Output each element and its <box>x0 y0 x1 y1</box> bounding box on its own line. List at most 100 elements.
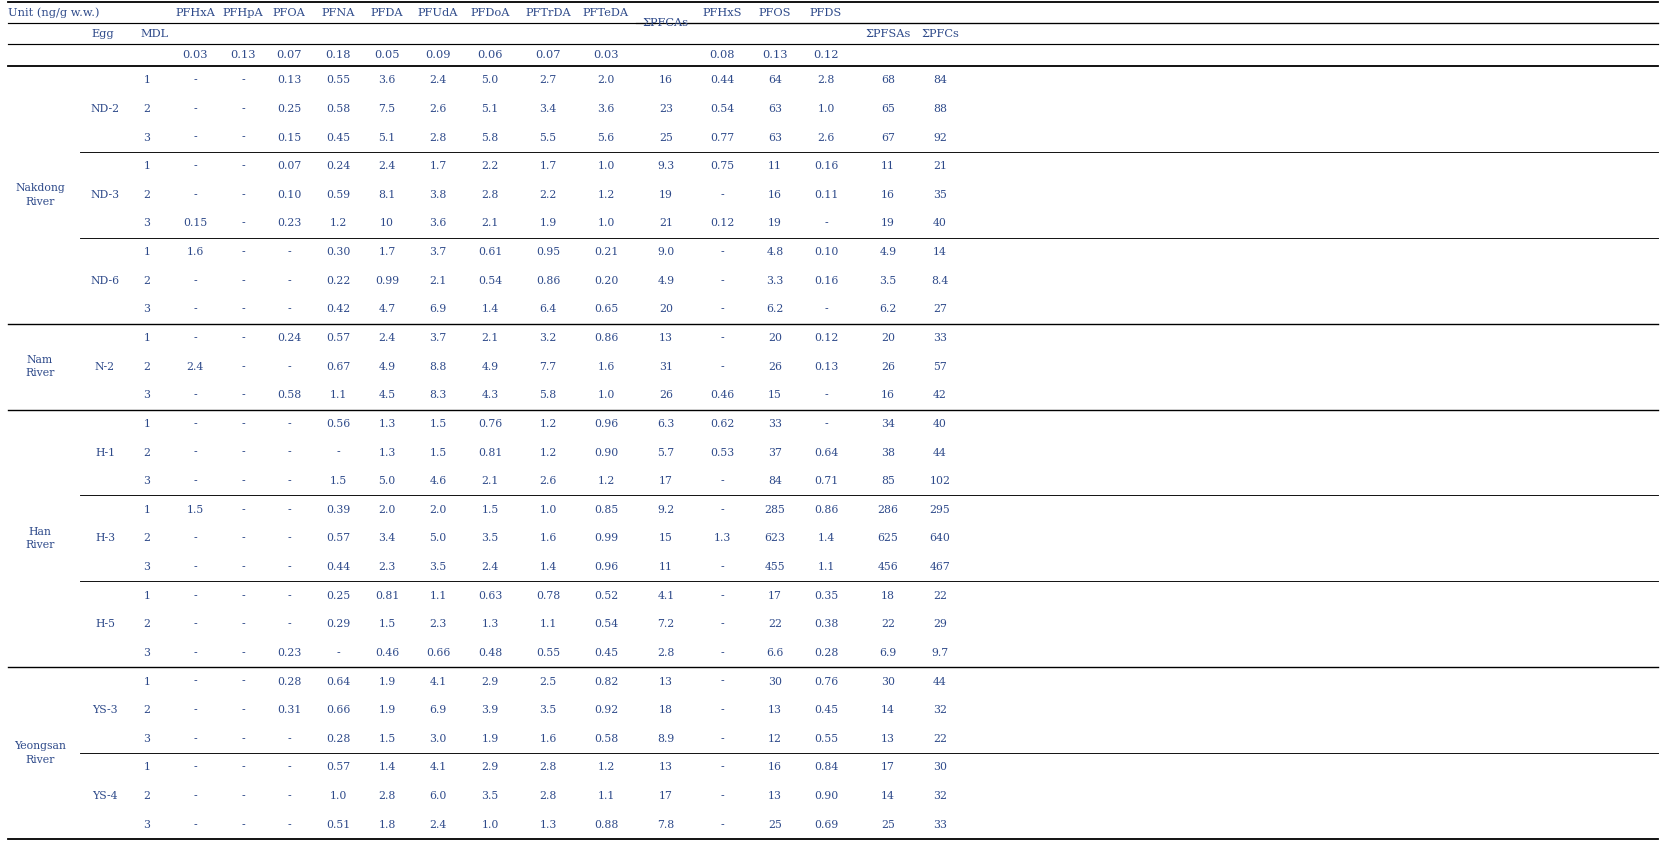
Text: 2.1: 2.1 <box>430 276 446 286</box>
Text: 1.2: 1.2 <box>598 762 615 773</box>
Text: 0.96: 0.96 <box>593 562 618 572</box>
Text: 30: 30 <box>933 762 946 773</box>
Text: 2.3: 2.3 <box>378 562 397 572</box>
Text: 17: 17 <box>660 476 673 486</box>
Text: 0.86: 0.86 <box>593 333 618 343</box>
Text: 2: 2 <box>143 533 150 543</box>
Text: 1: 1 <box>143 247 150 257</box>
Text: 3.2: 3.2 <box>540 333 556 343</box>
Text: 0.20: 0.20 <box>593 276 618 286</box>
Text: 5.6: 5.6 <box>598 132 615 143</box>
Text: -: - <box>337 447 340 458</box>
Text: -: - <box>242 76 245 85</box>
Text: 0.59: 0.59 <box>327 190 350 200</box>
Text: 14: 14 <box>933 247 946 257</box>
Text: 4.6: 4.6 <box>430 476 446 486</box>
Text: -: - <box>720 591 723 600</box>
Text: 0.08: 0.08 <box>710 50 735 60</box>
Text: 0.75: 0.75 <box>710 161 735 171</box>
Text: -: - <box>825 218 828 228</box>
Text: 21: 21 <box>660 218 673 228</box>
Text: 2.4: 2.4 <box>187 362 203 372</box>
Text: 0.77: 0.77 <box>710 132 735 143</box>
Text: 6.4: 6.4 <box>540 304 556 314</box>
Text: 1.4: 1.4 <box>481 304 498 314</box>
Text: -: - <box>242 505 245 514</box>
Text: -: - <box>242 247 245 257</box>
Text: 3: 3 <box>143 476 150 486</box>
Text: 92: 92 <box>933 132 946 143</box>
Text: 1.3: 1.3 <box>713 533 731 543</box>
Text: 22: 22 <box>933 591 946 600</box>
Text: 3.0: 3.0 <box>430 734 446 744</box>
Text: 16: 16 <box>768 190 781 200</box>
Text: -: - <box>242 619 245 629</box>
Text: 1.3: 1.3 <box>378 447 397 458</box>
Text: 0.71: 0.71 <box>815 476 838 486</box>
Text: 67: 67 <box>881 132 895 143</box>
Text: 0.61: 0.61 <box>478 247 501 257</box>
Text: 6.9: 6.9 <box>430 304 446 314</box>
Text: -: - <box>242 333 245 343</box>
Text: 0.30: 0.30 <box>327 247 350 257</box>
Text: 1.0: 1.0 <box>330 791 347 801</box>
Text: 17: 17 <box>768 591 781 600</box>
Text: 5.0: 5.0 <box>481 76 498 85</box>
Text: 285: 285 <box>765 505 785 514</box>
Text: -: - <box>193 734 197 744</box>
Text: 3.3: 3.3 <box>766 276 783 286</box>
Text: 11: 11 <box>881 161 895 171</box>
Text: 0.86: 0.86 <box>536 276 560 286</box>
Text: 1: 1 <box>143 419 150 429</box>
Text: PFTrDA: PFTrDA <box>525 8 571 18</box>
Text: -: - <box>193 591 197 600</box>
Text: -: - <box>720 333 723 343</box>
Text: 0.81: 0.81 <box>375 591 400 600</box>
Text: -: - <box>242 218 245 228</box>
Text: 0.55: 0.55 <box>815 734 838 744</box>
Text: 1.5: 1.5 <box>481 505 498 514</box>
Text: -: - <box>193 648 197 658</box>
Text: 0.56: 0.56 <box>327 419 350 429</box>
Text: PFHxA: PFHxA <box>175 8 215 18</box>
Text: 37: 37 <box>768 447 781 458</box>
Text: -: - <box>242 362 245 372</box>
Text: 6.3: 6.3 <box>658 419 675 429</box>
Text: 0.10: 0.10 <box>277 190 302 200</box>
Text: -: - <box>287 819 292 829</box>
Text: PFNA: PFNA <box>322 8 355 18</box>
Text: 14: 14 <box>881 706 895 715</box>
Text: Egg: Egg <box>92 29 115 39</box>
Text: 2.1: 2.1 <box>481 476 498 486</box>
Text: 0.28: 0.28 <box>277 677 302 687</box>
Text: 0.64: 0.64 <box>327 677 350 687</box>
Text: 0.84: 0.84 <box>815 762 838 773</box>
Text: 3.6: 3.6 <box>430 218 446 228</box>
Text: 0.22: 0.22 <box>327 276 350 286</box>
Text: 18: 18 <box>881 591 895 600</box>
Text: -: - <box>720 247 723 257</box>
Text: 0.65: 0.65 <box>593 304 618 314</box>
Text: 0.45: 0.45 <box>595 648 618 658</box>
Text: -: - <box>242 677 245 687</box>
Text: 16: 16 <box>660 76 673 85</box>
Text: 2: 2 <box>143 190 150 200</box>
Text: -: - <box>193 677 197 687</box>
Text: 0.11: 0.11 <box>813 190 838 200</box>
Text: -: - <box>287 447 292 458</box>
Text: 0.23: 0.23 <box>277 218 302 228</box>
Text: 0.55: 0.55 <box>536 648 560 658</box>
Text: -: - <box>242 791 245 801</box>
Text: 625: 625 <box>878 533 898 543</box>
Text: 20: 20 <box>660 304 673 314</box>
Text: 1.1: 1.1 <box>540 619 556 629</box>
Text: 26: 26 <box>660 391 673 400</box>
Text: -: - <box>242 104 245 114</box>
Text: 23: 23 <box>660 104 673 114</box>
Text: -: - <box>287 762 292 773</box>
Text: -: - <box>825 419 828 429</box>
Text: -: - <box>193 562 197 572</box>
Text: 0.03: 0.03 <box>593 50 618 60</box>
Text: 0.95: 0.95 <box>536 247 560 257</box>
Text: -: - <box>287 505 292 514</box>
